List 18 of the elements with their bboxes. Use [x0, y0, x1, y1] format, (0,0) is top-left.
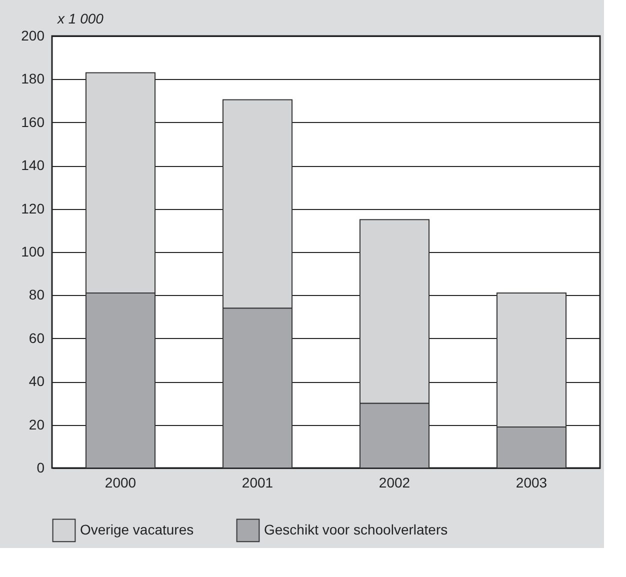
x-tick-label: 2001	[242, 474, 274, 490]
y-tick-label: 0	[36, 460, 45, 476]
y-tick-label: 200	[21, 28, 45, 44]
y-tick-label: 80	[28, 286, 45, 303]
y-tick-label: 160	[21, 114, 45, 130]
y-tick-label: 120	[21, 200, 45, 216]
y-tick-label: 180	[21, 70, 45, 87]
y-tick-label: 140	[21, 157, 45, 174]
x-tick-label: 2003	[516, 474, 548, 490]
y-tick-label: 20	[28, 416, 45, 432]
y-axis-title: x 1 000	[56, 10, 104, 26]
legend-label: Overige vacatures	[80, 521, 194, 538]
y-tick-label: 100	[21, 244, 45, 260]
x-tick-label: 2000	[104, 474, 136, 490]
x-tick-label: 2002	[378, 474, 410, 490]
legend-label: Geschikt voor schoolverlaters	[264, 521, 448, 538]
y-tick-label: 40	[28, 373, 45, 390]
y-tick-label: 60	[28, 330, 45, 346]
